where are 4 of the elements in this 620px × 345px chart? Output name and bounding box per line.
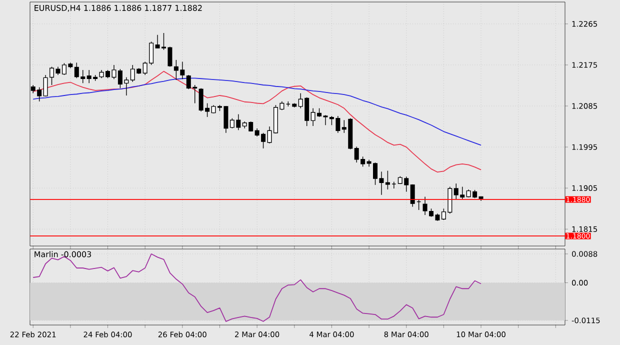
candlestick	[385, 170, 390, 190]
line-series	[32, 253, 482, 322]
candlestick	[43, 74, 48, 97]
candlestick	[422, 196, 428, 216]
